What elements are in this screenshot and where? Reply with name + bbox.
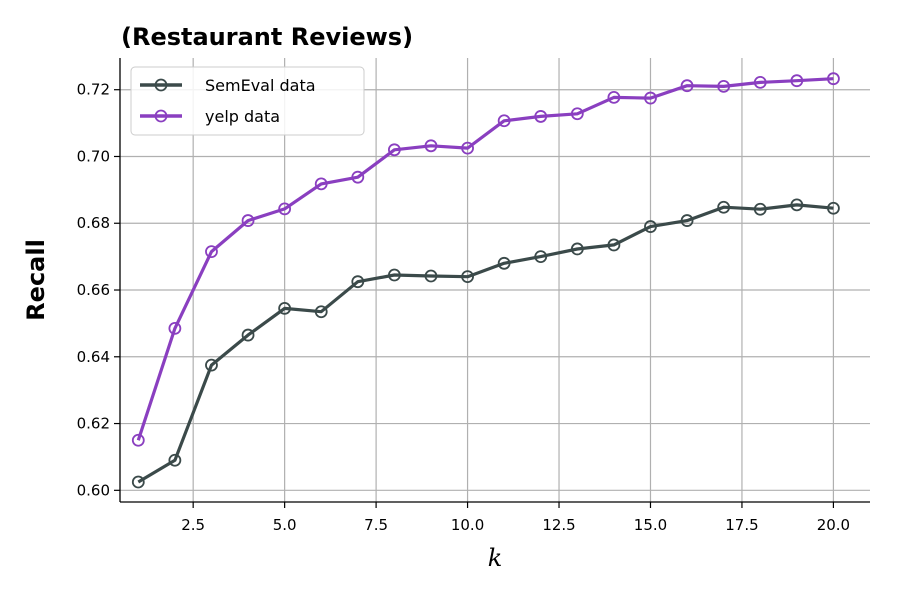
data-point [497, 256, 511, 270]
x-tick-label: 2.5 [181, 516, 205, 534]
series-group [131, 72, 840, 489]
data-point [205, 358, 218, 372]
data-point [241, 214, 255, 227]
y-tick-label: 0.70 [77, 147, 110, 165]
data-point [680, 214, 694, 227]
data-point [644, 220, 657, 233]
data-point [168, 322, 182, 335]
x-tick-label: 15.0 [634, 516, 667, 534]
data-point [644, 91, 657, 105]
data-point [278, 301, 292, 315]
data-point [461, 270, 474, 284]
x-tick-label: 17.5 [725, 516, 758, 534]
x-tick-label: 10.0 [451, 516, 484, 534]
y-tick-label: 0.68 [77, 214, 110, 232]
x-tick-label: 5.0 [273, 516, 297, 534]
y-axis-label: Recall [22, 239, 50, 321]
data-point [461, 141, 474, 155]
x-ticks: 2.5 5.0 7.5 10.0 12.5 15.0 17.5 20.0 [181, 502, 850, 534]
data-point [607, 238, 621, 252]
x-tick-label: 7.5 [364, 516, 388, 534]
data-point [753, 202, 767, 216]
legend-marker-semeval [154, 78, 168, 92]
data-point [314, 177, 328, 191]
data-point [497, 114, 511, 128]
data-point [351, 170, 365, 184]
series-line-0 [137, 203, 834, 484]
data-point [607, 90, 621, 104]
data-point [351, 275, 365, 289]
y-tick-label: 0.62 [77, 415, 110, 433]
y-tick-label: 0.72 [77, 81, 110, 99]
data-point [131, 433, 145, 447]
legend-item-semeval: SemEval data [140, 76, 316, 95]
legend: SemEval data yelp data [130, 66, 365, 136]
data-point [570, 107, 584, 121]
data-point [314, 305, 328, 319]
data-point [790, 198, 804, 212]
data-point [827, 72, 840, 86]
grid [120, 58, 870, 502]
data-point [205, 245, 218, 259]
y-ticks: 0.60 0.62 0.64 0.66 0.68 0.70 0.72 [77, 81, 120, 499]
axes [119, 58, 870, 503]
data-point [278, 202, 292, 216]
legend-marker-yelp [154, 109, 168, 123]
data-point [790, 74, 804, 88]
x-tick-label: 20.0 [817, 516, 850, 534]
data-point [241, 328, 255, 342]
data-point [387, 143, 401, 157]
y-tick-label: 0.66 [77, 281, 110, 299]
data-point [424, 269, 438, 283]
data-point [168, 453, 182, 467]
data-point [534, 110, 548, 123]
data-point [534, 250, 548, 264]
data-point [387, 268, 401, 282]
data-point [717, 79, 731, 93]
data-point [827, 201, 840, 215]
legend-frame [130, 66, 365, 136]
legend-label-yelp: yelp data [205, 107, 280, 126]
x-axis-label: k [488, 544, 503, 572]
data-point [753, 75, 767, 89]
legend-item-yelp: yelp data [140, 107, 280, 126]
legend-label-semeval: SemEval data [205, 76, 316, 95]
y-tick-label: 0.60 [77, 481, 110, 499]
data-point [717, 200, 731, 214]
data-point [570, 242, 584, 256]
data-point [680, 79, 694, 93]
x-tick-label: 12.5 [542, 516, 575, 534]
chart-title: (Restaurant Reviews) [121, 23, 413, 51]
data-point [131, 475, 145, 489]
data-point [424, 139, 438, 153]
y-tick-label: 0.64 [77, 348, 110, 366]
